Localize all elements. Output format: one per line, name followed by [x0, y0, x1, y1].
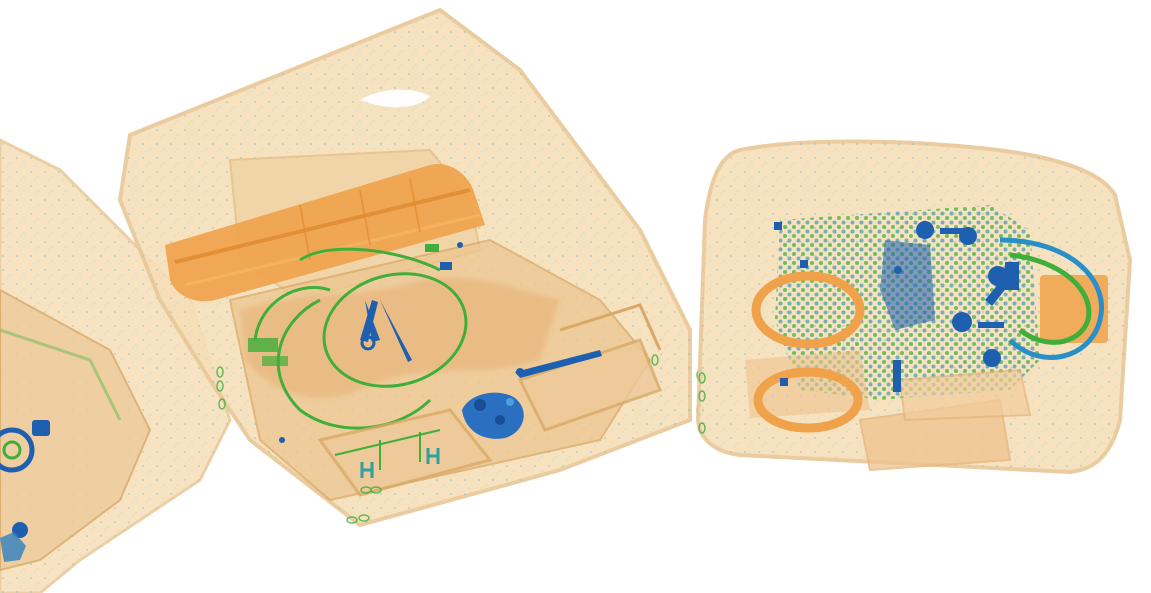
right-bag-orange-block	[1040, 275, 1108, 343]
metal-clasps	[893, 221, 1019, 392]
right-bag-markers	[774, 222, 808, 386]
middle-bag-connectors	[248, 242, 463, 443]
middle-bag	[117, 7, 704, 528]
middle-bag-green-marks	[360, 448, 440, 478]
left-bag-inner-panel	[0, 288, 152, 572]
cable-bundle	[999, 237, 1104, 360]
left-bag-blue-dot	[12, 522, 28, 538]
left-bag-blue-ring-inner	[2, 440, 22, 460]
left-bag-blue-chip	[32, 420, 50, 436]
right-bag-boxes	[745, 350, 1032, 472]
blue-dense-cluster	[462, 392, 524, 439]
orange-bar-container	[165, 164, 485, 302]
metal-knife	[515, 350, 602, 378]
metal-knife-handle	[516, 368, 524, 376]
left-bag-green-strap	[0, 328, 122, 421]
left-bag	[0, 138, 232, 593]
orange-rings	[751, 271, 865, 433]
right-bag-zipper	[698, 372, 706, 434]
metal-scissors	[360, 300, 412, 362]
middle-bag-white-patch	[360, 89, 430, 108]
left-bag-blue-ring	[0, 427, 35, 473]
right-bag	[695, 139, 1133, 475]
left-bag-blue-cluster	[0, 532, 26, 562]
right-bag-dense-spot	[880, 240, 935, 330]
